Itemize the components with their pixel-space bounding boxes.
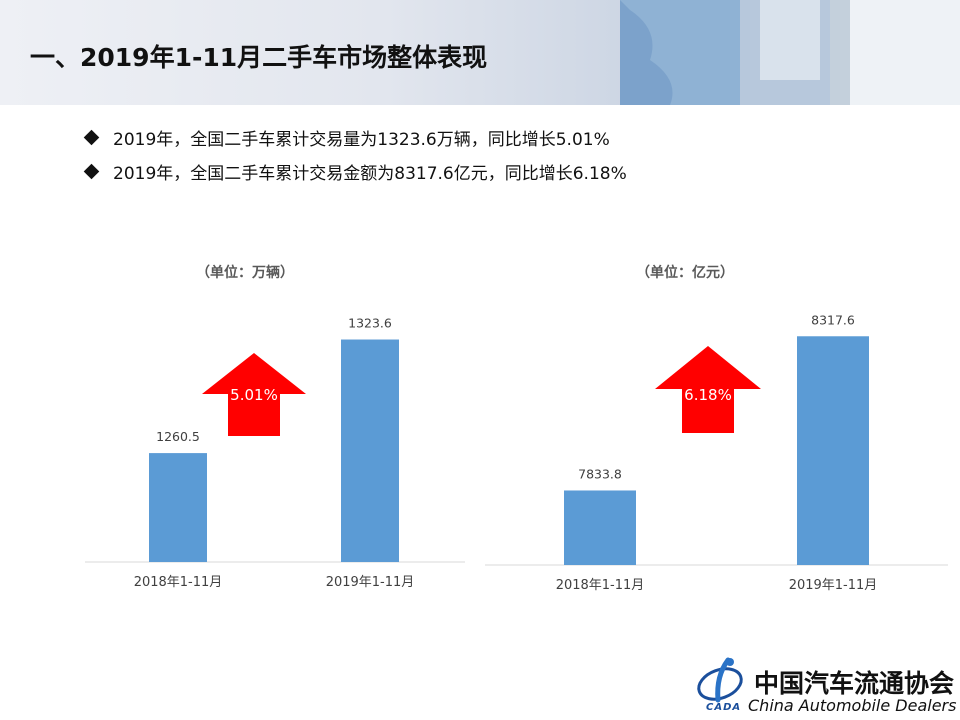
bar	[564, 490, 636, 565]
header-decoration	[620, 0, 960, 105]
data-label: 7833.8	[578, 466, 622, 481]
category-tick-label: 2018年1-11月	[556, 578, 645, 593]
growth-label: 5.01%	[230, 386, 278, 404]
diamond-bullet-icon	[83, 163, 100, 179]
unit-label: （单位：亿元）	[636, 264, 734, 281]
bar	[341, 339, 399, 562]
bullet-item: 2019年，全国二手车累计交易量为1323.6万辆，同比增长5.01%	[82, 120, 627, 154]
bar	[797, 336, 869, 565]
category-tick-label: 2019年1-11月	[326, 575, 415, 590]
page-title: 一、2019年1-11月二手车市场整体表现	[30, 43, 488, 72]
amount-chart-svg: （单位：亿元） 7833.8 2018年1-11月 8317.6 2019年1-11月 6…	[485, 264, 948, 593]
cada-logo-icon	[697, 657, 743, 703]
data-label: 1323.6	[348, 316, 392, 331]
cada-logo: CADA 中国汽车流通协会 China Automobile Dealers	[694, 654, 960, 720]
association-name-en: China Automobile Dealers	[748, 696, 957, 715]
data-label: 8317.6	[811, 312, 855, 327]
unit-label: （单位：万辆）	[196, 264, 294, 281]
data-label: 1260.5	[156, 429, 200, 444]
category-tick-label: 2018年1-11月	[134, 575, 223, 590]
growth-arrow-icon	[655, 346, 761, 433]
bullet-text: 2019年，全国二手车累计交易量为1323.6万辆，同比增长5.01%	[113, 129, 610, 150]
bullet-item: 2019年，全国二手车累计交易金额为8317.6亿元，同比增长6.18%	[82, 154, 627, 188]
growth-label: 6.18%	[684, 386, 732, 404]
cada-logo-text: CADA	[706, 702, 742, 713]
volume-chart: （单位：万辆） 1260.5 2018年1-11月 1323.6 2019年1-11月 5…	[80, 250, 470, 600]
growth-arrow-icon	[202, 353, 306, 436]
bar	[149, 453, 207, 562]
category-tick-label: 2019年1-11月	[789, 578, 878, 593]
bullet-text: 2019年，全国二手车累计交易金额为8317.6亿元，同比增长6.18%	[113, 163, 627, 184]
volume-chart-svg: （单位：万辆） 1260.5 2018年1-11月 1323.6 2019年1-11月 5…	[85, 264, 465, 590]
bullet-list: 2019年，全国二手车累计交易量为1323.6万辆，同比增长5.01% 2019…	[82, 120, 627, 188]
amount-chart: （单位：亿元） 7833.8 2018年1-11月 8317.6 2019年1-11月 6…	[480, 250, 950, 600]
association-name-cn: 中国汽车流通协会	[754, 669, 955, 698]
diamond-bullet-icon	[83, 129, 100, 145]
header-band: 一、2019年1-11月二手车市场整体表现	[0, 0, 960, 105]
